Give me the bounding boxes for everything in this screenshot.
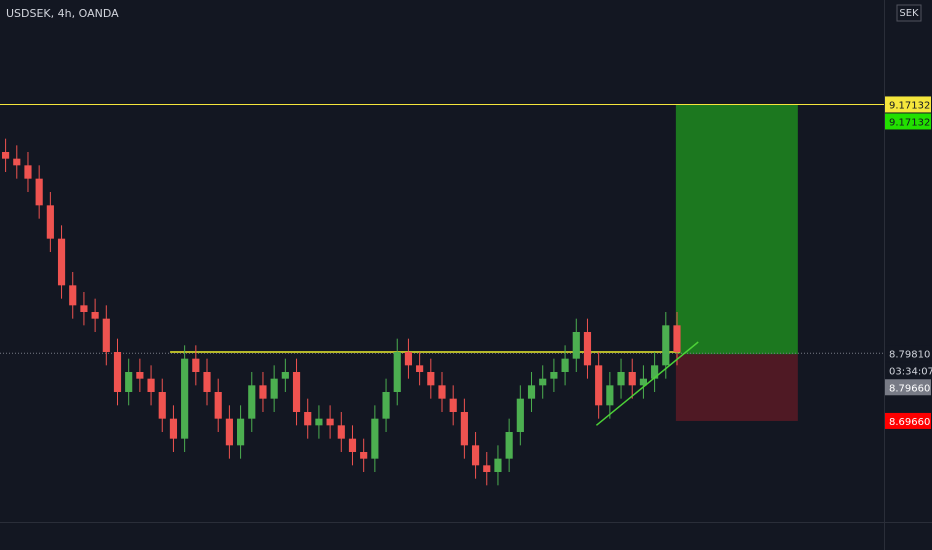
horizontal-line-label: 9.17132	[889, 100, 930, 111]
candle-body	[225, 418, 233, 446]
stop-label: 8.69660	[889, 417, 930, 428]
target-label-box	[885, 113, 931, 130]
candle-body	[505, 432, 513, 459]
candle-body	[382, 392, 390, 419]
candle-body	[113, 352, 122, 392]
candle-body	[181, 358, 189, 439]
candle-body	[360, 452, 368, 459]
candle-body	[606, 385, 614, 406]
currency-label: SEK	[899, 8, 919, 19]
candle-body	[348, 438, 357, 452]
candle-body	[192, 358, 200, 372]
candle-body	[270, 378, 278, 399]
candle-body	[237, 418, 245, 446]
candle-body	[315, 418, 323, 426]
candle-body	[572, 332, 580, 359]
candle-body	[471, 445, 480, 466]
candle-body	[494, 458, 502, 472]
trend-line	[595, 341, 699, 426]
candle-body	[427, 372, 435, 386]
candle-body	[102, 318, 110, 352]
currency-badge[interactable]	[896, 4, 922, 22]
candle-body	[248, 385, 256, 419]
candle-body	[214, 392, 222, 419]
candle-body	[24, 165, 32, 179]
candle-body	[158, 392, 166, 419]
candle-body	[583, 332, 592, 366]
stop-label-box	[885, 412, 931, 429]
last-price-label: 8.79810	[889, 349, 930, 360]
axes: 9.17132 9.17132 8.79810 03:34:07 8.79660 8.69…	[885, 96, 932, 429]
entry-label: 8.79660	[889, 383, 930, 394]
candle-body	[651, 365, 659, 379]
countdown-label: 03:34:07	[889, 366, 932, 377]
candle-body	[57, 238, 66, 286]
profit-zone	[675, 104, 798, 355]
candle-body	[460, 412, 468, 446]
candle-body	[516, 398, 524, 432]
candle-body	[147, 378, 155, 392]
candle-body	[2, 152, 10, 159]
candle-body	[292, 372, 301, 412]
target-label: 9.17132	[889, 117, 930, 128]
candle-body	[561, 358, 569, 372]
loss-zone	[675, 354, 798, 421]
candle-body	[673, 325, 681, 352]
candle-body	[203, 372, 211, 392]
candle-body	[617, 372, 625, 386]
last-price-label-box	[885, 345, 931, 362]
candle-body	[527, 385, 536, 399]
candle-body	[483, 465, 491, 472]
candle-body	[550, 372, 558, 379]
candle-body	[595, 365, 603, 406]
candle-body	[136, 372, 144, 379]
candle-body	[662, 325, 670, 366]
chart-title: USDSEK, 4h, OANDA	[6, 7, 119, 20]
horizontal-line-label-box	[885, 96, 931, 113]
candle-body	[259, 385, 267, 399]
candle-body	[628, 372, 636, 386]
candle-body	[326, 418, 334, 426]
candle-body	[404, 352, 413, 366]
candle-body	[438, 385, 446, 399]
candle-body	[46, 205, 54, 239]
candle-body	[125, 372, 133, 392]
candle-body	[281, 372, 289, 379]
candle-body	[371, 418, 379, 459]
candle-body	[80, 305, 88, 312]
candle-body	[169, 418, 178, 439]
plot	[0, 103, 884, 486]
candle-body	[416, 365, 424, 372]
candle-body	[35, 178, 43, 206]
candle-body	[13, 158, 21, 166]
countdown-label-box	[885, 362, 931, 379]
candle-body	[91, 312, 99, 319]
candle-body	[393, 352, 401, 392]
candle-body	[69, 285, 77, 306]
candle-body	[449, 398, 457, 412]
candle-body	[337, 425, 345, 439]
entry-label-box	[885, 379, 931, 396]
candle-body	[639, 378, 647, 386]
candle-body	[539, 378, 547, 386]
candle-body	[304, 412, 312, 426]
